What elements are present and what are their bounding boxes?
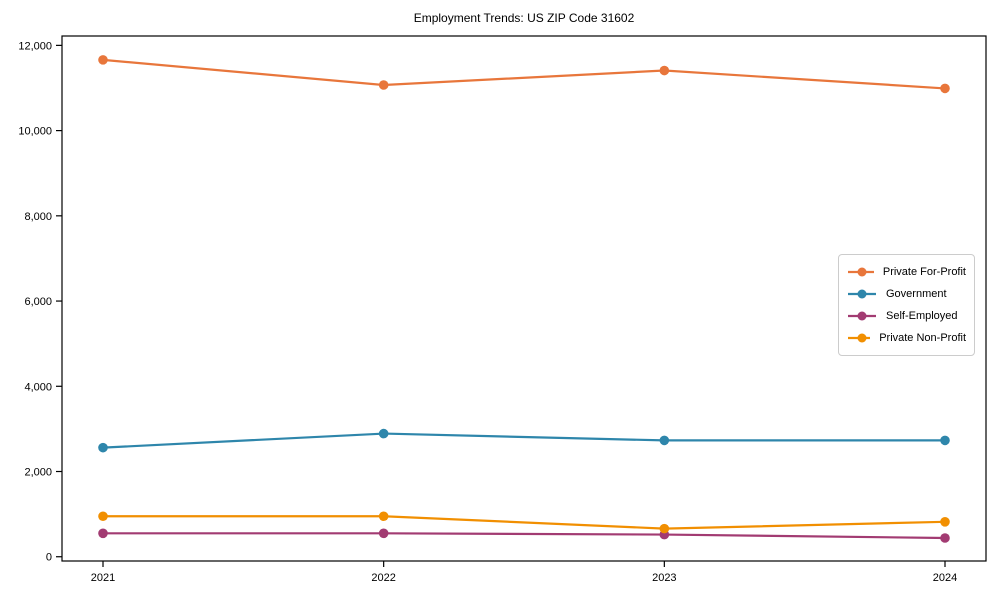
data-point-private-for-profit-2024 — [940, 83, 950, 94]
series-private-for-profit — [98, 55, 950, 94]
legend-marker-icon — [848, 289, 876, 299]
data-point-self-employed-2022 — [378, 528, 389, 539]
y-tick-label: 6,000 — [24, 296, 52, 308]
plot-frame — [61, 35, 987, 562]
data-point-government-2021 — [98, 442, 108, 453]
x-tick-label: 2021 — [91, 572, 115, 584]
y-tick-label: 8,000 — [24, 211, 52, 223]
x-tick-label: 2023 — [652, 572, 676, 584]
x-tick-label: 2024 — [933, 572, 957, 584]
data-point-private-non-profit-2022 — [378, 511, 389, 522]
y-tick-label: 12,000 — [18, 40, 52, 52]
legend-label: Self-Employed — [886, 310, 958, 322]
data-point-private-non-profit-2023 — [659, 523, 670, 534]
y-tick-label: 10,000 — [18, 126, 52, 138]
series-line-self-employed — [101, 532, 947, 540]
series-line-private-non-profit — [101, 515, 947, 530]
legend-marker-icon — [848, 267, 874, 277]
chart-title: Employment Trends: US ZIP Code 31602 — [413, 11, 635, 25]
data-point-self-employed-2024 — [940, 533, 950, 543]
x-axis: 2021 2022 2023 2024 — [91, 561, 957, 584]
legend-label: Private Non-Profit — [879, 332, 966, 344]
series-line-private-for-profit — [101, 58, 947, 90]
legend-label: Government — [886, 288, 947, 300]
data-point-government-2023 — [659, 435, 670, 446]
x-tick-label: 2022 — [371, 572, 395, 584]
legend-marker-icon — [848, 311, 876, 321]
legend-item-private-for-profit: Private For-Profit — [847, 261, 966, 283]
data-point-private-for-profit-2021 — [98, 55, 108, 65]
data-point-private-for-profit-2023 — [659, 65, 670, 76]
legend: Private For-Profit Government Self-Employe… — [838, 254, 975, 356]
y-tick-label: 0 — [46, 552, 52, 564]
legend-item-private-non-profit: Private Non-Profit — [847, 327, 966, 349]
data-point-private-non-profit-2024 — [940, 516, 950, 527]
data-point-private-for-profit-2022 — [378, 80, 389, 90]
data-point-government-2024 — [940, 435, 950, 446]
legend-marker-icon — [848, 333, 871, 343]
series-private-non-profit — [98, 511, 950, 534]
data-point-government-2022 — [378, 428, 389, 439]
data-point-private-non-profit-2021 — [98, 511, 108, 522]
series-self-employed — [98, 528, 950, 543]
y-tick-label: 2,000 — [24, 467, 52, 479]
data-point-self-employed-2021 — [98, 528, 108, 539]
y-tick-label: 4,000 — [24, 381, 52, 393]
series-line-government — [101, 432, 947, 449]
legend-label: Private For-Profit — [882, 266, 966, 278]
legend-item-government: Government — [847, 283, 966, 305]
y-axis: 0 2,000 4,000 6,000 8,000 10,000 12,000 — [18, 40, 62, 564]
legend-item-self-employed: Self-Employed — [847, 305, 966, 327]
series-government — [98, 428, 950, 453]
